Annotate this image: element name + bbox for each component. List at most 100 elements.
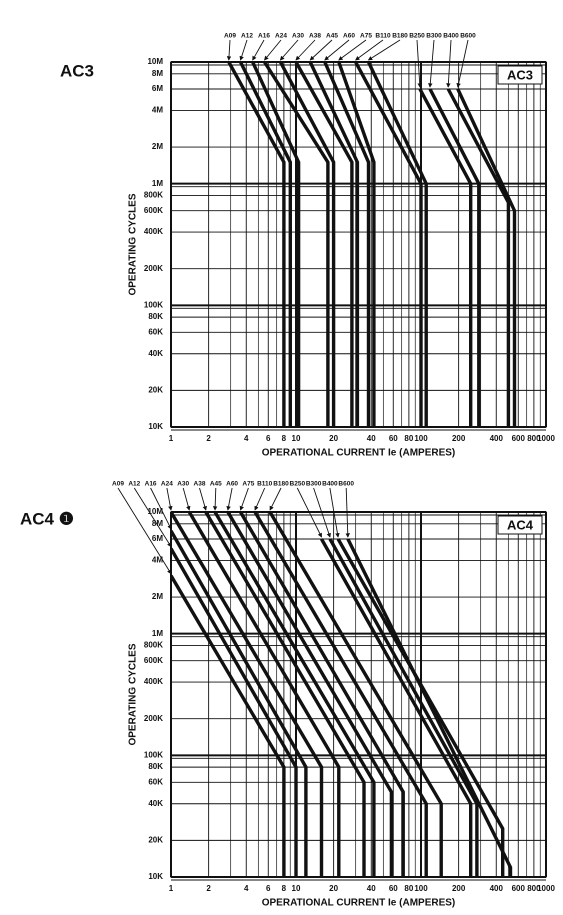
chart-title: AC4 ❶	[20, 509, 74, 528]
series-label: A24	[275, 33, 287, 40]
series-label-arrow	[313, 487, 331, 538]
series-label-arrow	[428, 39, 435, 88]
x-tick-label: 10	[292, 884, 301, 893]
y-axis-title: OPERATING CYCLES	[128, 643, 139, 745]
y-tick-label: 80K	[148, 762, 163, 771]
series-label-arrow	[252, 39, 265, 61]
series-label-arrow	[226, 487, 233, 511]
series-line	[204, 512, 366, 877]
series-label-arrow	[117, 487, 172, 575]
series-label-arrow	[296, 487, 322, 538]
x-tick-label: 100	[414, 434, 428, 443]
series-group	[227, 62, 517, 427]
panel-label-box	[497, 515, 543, 535]
series-label-arrow	[226, 39, 232, 61]
y-tick-label: 60K	[148, 327, 163, 336]
series-label: A16	[258, 33, 270, 40]
panel-label: AC4	[507, 517, 534, 532]
series-label: B300	[426, 33, 442, 40]
series-label: B250	[290, 481, 306, 488]
series-group	[171, 512, 513, 877]
x-tick-label: 600	[512, 434, 526, 443]
series-line	[171, 547, 298, 877]
series-line	[354, 62, 423, 427]
series-label-arrow	[416, 39, 422, 88]
y-tick-label: 1M	[152, 629, 163, 638]
chart-title: AC3	[60, 61, 94, 80]
y-tick-label: 400K	[144, 227, 163, 236]
series-label-arrow	[254, 487, 266, 511]
x-tick-label: 6	[266, 884, 271, 893]
series-label: A38	[309, 33, 321, 40]
series-line	[187, 512, 341, 877]
series-label: B180	[273, 481, 289, 488]
x-tick-label: 200	[452, 434, 466, 443]
series-line	[418, 88, 473, 427]
series-label-arrow	[269, 487, 282, 511]
series-line	[294, 62, 354, 427]
y-tick-label: 8M	[152, 519, 163, 528]
y-tick-label: 800K	[144, 191, 163, 200]
x-tick-label: 800	[527, 884, 541, 893]
y-tick-label: 10K	[148, 422, 163, 431]
series-line	[328, 538, 479, 877]
series-label: A38	[194, 481, 206, 488]
series-label: A45	[210, 481, 222, 488]
y-tick-label: 10M	[147, 57, 163, 66]
y-tick-label: 4M	[152, 556, 163, 565]
series-line	[268, 512, 443, 877]
series-label-arrow	[199, 487, 207, 511]
series-line	[171, 512, 324, 877]
x-tick-label: 1000	[537, 884, 555, 893]
x-tick-label: 40	[367, 434, 376, 443]
series-line	[337, 62, 376, 427]
x-tick-label: 6	[266, 434, 271, 443]
y-tick-label: 80K	[148, 312, 163, 321]
series-label: B110	[375, 33, 391, 40]
x-tick-label: 800	[527, 434, 541, 443]
y-tick-label: 1M	[152, 179, 163, 188]
x-tick-label: 200	[452, 884, 466, 893]
series-line	[428, 88, 481, 427]
y-tick-label: 10K	[148, 872, 163, 881]
y-tick-label: 4M	[152, 106, 163, 115]
series-label-arrow	[338, 39, 367, 61]
series-line	[320, 538, 473, 877]
series-label-arrow	[355, 39, 384, 61]
series-label-arrow	[446, 39, 452, 88]
series-line	[323, 62, 371, 427]
series-label-arrow	[239, 39, 248, 61]
y-tick-label: 200K	[144, 264, 163, 273]
x-tick-label: 1000	[537, 434, 555, 443]
series-line	[308, 62, 360, 427]
series-line	[253, 512, 428, 877]
x-axis-title: OPERATIONAL CURRENT Ie (AMPERES)	[262, 898, 456, 909]
x-tick-label: 8	[282, 884, 287, 893]
series-line	[263, 62, 330, 427]
series-label-arrow	[295, 39, 316, 61]
series-line	[226, 512, 394, 877]
y-tick-label: 6M	[152, 534, 163, 543]
series-label: A45	[326, 33, 338, 40]
series-label-arrow	[264, 39, 282, 61]
x-tick-label: 1	[169, 884, 174, 893]
y-tick-label: 20K	[148, 835, 163, 844]
y-tick-label: 60K	[148, 777, 163, 786]
series-label-arrow	[324, 39, 350, 61]
series-label: B400	[443, 33, 459, 40]
series-label-arrow	[166, 487, 173, 511]
series-label: B110	[257, 481, 273, 488]
series-label-arrow	[279, 39, 299, 61]
series-line	[171, 529, 308, 877]
series-label: A09	[224, 33, 236, 40]
series-label: A12	[241, 33, 253, 40]
x-tick-label: 100	[414, 884, 428, 893]
series-line	[171, 574, 286, 877]
x-tick-label: 2	[206, 884, 211, 893]
series-label: B600	[338, 481, 354, 488]
series-line	[227, 62, 286, 427]
y-tick-label: 8M	[152, 69, 163, 78]
series-line	[239, 512, 405, 877]
